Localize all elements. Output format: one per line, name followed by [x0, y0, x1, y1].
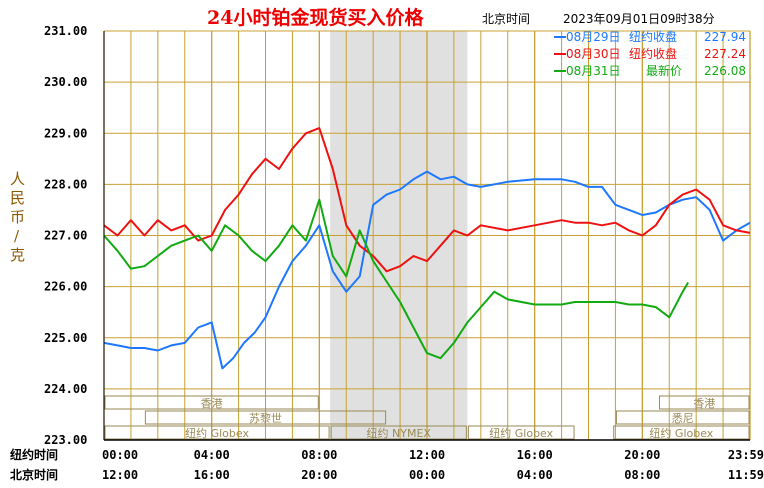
y-axis-label-char: 币	[10, 208, 25, 226]
x-tick-label-ny: 23:59	[728, 448, 764, 462]
session-label: 纽约 Globex	[649, 426, 713, 440]
session-label: 悉尼	[672, 412, 694, 425]
x-tick-label-bj: 11:59	[728, 468, 764, 482]
y-tick-label: 231.00	[44, 24, 87, 38]
y-tick-label: 225.00	[44, 331, 87, 345]
x-tick-label-ny: 08:00	[301, 448, 337, 462]
session-box	[615, 410, 750, 425]
x-tick-label-ny: 00:00	[102, 448, 138, 462]
session-label: 香港	[693, 397, 715, 410]
x-tick-label-bj: 16:00	[194, 468, 230, 482]
chart-title: 24小时铂金现货买入价格	[207, 6, 424, 29]
series-line	[103, 170, 751, 370]
session-label: 纽约 NYMEX	[367, 426, 432, 440]
bj-time-row-label: 北京时间	[10, 467, 58, 482]
x-tick-label-bj: 04:00	[517, 468, 553, 482]
x-tick-label-bj: 00:00	[409, 468, 445, 482]
x-tick-label-ny: 04:00	[194, 448, 230, 462]
session-box	[330, 425, 467, 440]
x-tick-label-bj: 08:00	[624, 468, 660, 482]
legend-date: 08月30日	[566, 47, 621, 61]
y-tick-label: 224.00	[44, 382, 87, 396]
legend-desc: 纽约收盘	[629, 46, 677, 61]
legend-value: 227.94	[704, 30, 746, 44]
update-timestamp: 2023年09月01日09时38分	[563, 12, 715, 26]
x-tick-label-ny: 16:00	[517, 448, 553, 462]
y-axis-label-char: 克	[10, 246, 25, 264]
session-box	[104, 425, 330, 440]
legend-date: 08月31日	[566, 64, 621, 78]
series-line	[103, 198, 689, 360]
x-tick-label-ny: 12:00	[409, 448, 445, 462]
session-label: 纽约 Globex	[185, 426, 249, 440]
legend-date: 08月29日	[566, 30, 621, 44]
legend-desc: 纽约收盘	[629, 29, 677, 44]
session-box	[467, 425, 575, 440]
y-tick-label: 226.00	[44, 280, 87, 294]
session-box	[144, 410, 387, 425]
y-tick-label: 228.00	[44, 177, 87, 191]
legend-value: 227.24	[704, 47, 746, 61]
y-axis-label-char: 民	[10, 189, 25, 207]
y-tick-label: 227.00	[44, 229, 87, 243]
session-box	[613, 425, 750, 440]
x-tick-label-bj: 12:00	[102, 468, 138, 482]
session-label: 苏黎世	[249, 411, 282, 425]
session-box	[104, 395, 319, 410]
y-tick-label: 229.00	[44, 126, 87, 140]
y-tick-label: 223.00	[44, 433, 87, 447]
y-tick-label: 230.00	[44, 75, 87, 89]
y-axis-label-char: /	[14, 227, 20, 245]
y-axis-label: 人 民 币 / 克	[10, 170, 25, 264]
beijing-time-label: 北京时间	[482, 12, 530, 26]
ny-time-row-label: 纽约时间	[10, 447, 58, 462]
x-tick-label-ny: 20:00	[624, 448, 660, 462]
x-tick-label-bj: 20:00	[301, 468, 337, 482]
legend-desc: 最新价	[646, 63, 682, 78]
legend-value: 226.08	[704, 64, 746, 78]
session-label: 纽约 Globex	[489, 426, 553, 440]
session-box	[658, 395, 750, 410]
session-label: 香港	[201, 397, 223, 410]
series-line	[103, 127, 751, 273]
y-axis-label-char: 人	[10, 170, 25, 188]
